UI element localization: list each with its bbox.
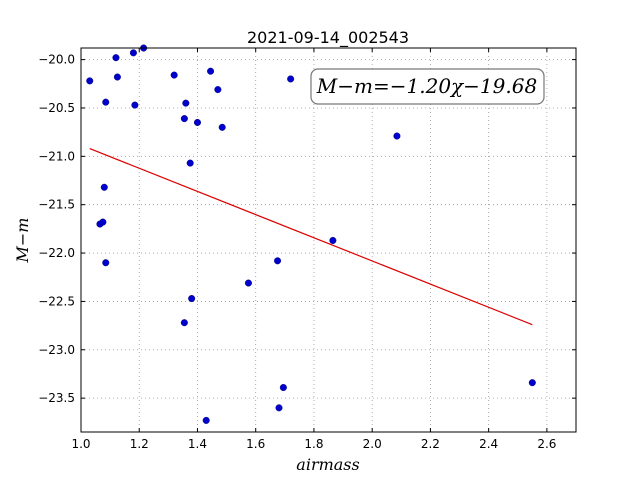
fit-equation-text: M−m=−1.20χ−19.68 [316,74,537,98]
fit-line-group [89,148,533,326]
data-point [100,183,108,191]
fit-equation-box: M−m=−1.20χ−19.68 [310,68,545,105]
y-tick-label: −21.0 [38,149,75,163]
data-point [186,159,194,167]
data-point [131,101,139,109]
data-point [102,98,110,106]
x-tick-label: 1.2 [130,437,149,451]
data-point [244,279,252,287]
x-tick-label: 1.8 [304,437,323,451]
data-point [113,73,121,81]
y-tick-label: −23.0 [38,343,75,357]
data-point [193,118,201,126]
data-point [214,86,222,94]
x-tick-label: 1.4 [188,437,207,451]
data-point [112,54,120,62]
data-point [287,75,295,83]
data-point [182,99,190,107]
y-tick-label: −20.5 [38,101,75,115]
x-tick-label: 2.2 [421,437,440,451]
x-axis-ticks: 1.0 1.2 1.4 1.6 1.8 2.0 2.2 2.4 2.6 [71,48,556,451]
x-axis-label: airmass [296,455,359,474]
y-axis-ticks: −20.0 −20.5 −21.0 −21.5 −22.0 −22.5 −23.0 −23.5 [38,53,576,405]
x-tick-label: 2.6 [537,437,556,451]
data-point [202,416,210,424]
data-point [279,384,287,392]
x-tick-label: 2.0 [363,437,382,451]
data-point [207,67,215,75]
y-tick-label: −23.5 [38,391,75,405]
y-tick-label: −20.0 [38,53,75,67]
data-points [86,44,536,424]
x-tick-label: 1.0 [71,437,90,451]
data-point [218,123,226,131]
data-point [393,132,401,140]
y-tick-label: −22.5 [38,294,75,308]
data-point [275,404,283,412]
plot-frame [80,47,577,433]
data-point [329,236,337,244]
data-point [274,257,282,265]
y-tick-label: −21.5 [38,198,75,212]
data-point [86,77,94,85]
data-point [180,319,188,327]
fit-equation-frame [310,68,545,105]
y-axis-label: M−m [13,218,32,264]
data-point [188,295,196,303]
y-tick-label: −22.0 [38,246,75,260]
data-point [180,115,188,123]
x-tick-label: 2.4 [479,437,498,451]
data-point [99,218,107,226]
data-point [528,379,536,387]
fit-line [89,148,533,326]
x-tick-label: 1.6 [246,437,265,451]
data-point [170,71,178,79]
grid-lines [80,48,576,432]
data-point [102,259,110,267]
data-point [129,49,137,57]
axes-frame [80,47,577,433]
chart-title: 2021-09-14_002543 [247,28,409,48]
